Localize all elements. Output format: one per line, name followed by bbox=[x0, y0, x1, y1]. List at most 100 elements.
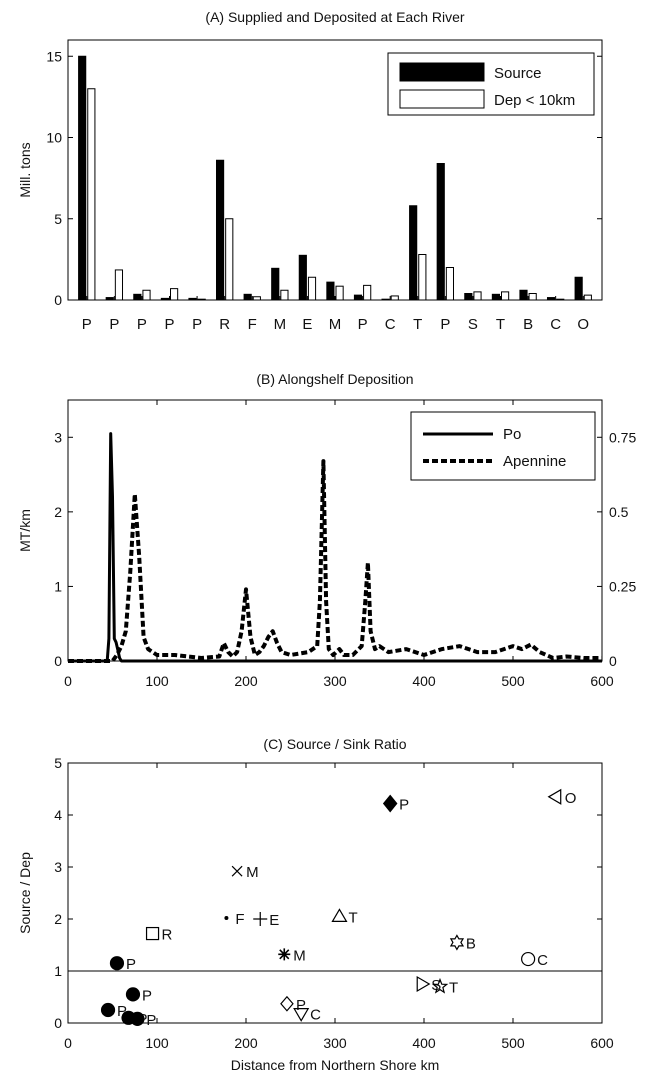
panel-b-ytick-label: 2 bbox=[54, 504, 62, 520]
scatter-point bbox=[224, 915, 229, 920]
scatter-point-label: P bbox=[117, 1003, 127, 1020]
panel-c-frame bbox=[67, 762, 603, 1024]
panel-b-ytick-label: 3 bbox=[54, 429, 62, 445]
bar-dep bbox=[556, 298, 565, 301]
scatter-point bbox=[125, 987, 141, 1002]
panel-c-ytick-label: 5 bbox=[54, 755, 62, 771]
bar-dep bbox=[390, 295, 399, 301]
scatter-point bbox=[100, 1002, 116, 1018]
bar-dep bbox=[252, 296, 261, 301]
panel-b-y2tick-label: 0 bbox=[609, 653, 617, 669]
panel-a-xtick-label: T bbox=[413, 316, 422, 333]
scatter-point bbox=[278, 948, 291, 961]
panel-b-xtick-label: 200 bbox=[234, 673, 258, 689]
panel-a-xtick-label: P bbox=[358, 316, 368, 333]
legend-label-dep: Dep < 10km bbox=[494, 92, 575, 109]
scatter-point-label: P bbox=[142, 987, 152, 1004]
bar-source bbox=[243, 293, 252, 301]
bar-source bbox=[464, 293, 473, 301]
panel-a-xtick-label: P bbox=[137, 316, 147, 333]
bar-source bbox=[491, 293, 500, 301]
bar-source bbox=[436, 163, 445, 301]
bar-source bbox=[546, 297, 556, 301]
panel-c-xtick-label: 0 bbox=[64, 1035, 72, 1051]
scatter-point-label: P bbox=[399, 797, 409, 814]
scatter-point bbox=[130, 1011, 145, 1026]
panel-c-ytick-label: 0 bbox=[54, 1015, 62, 1031]
bar-dep bbox=[142, 289, 151, 301]
panel-b-y2tick-label: 0.25 bbox=[609, 578, 636, 594]
panel-a-xtick-label: B bbox=[523, 316, 533, 333]
bar-source bbox=[574, 276, 583, 301]
bar-dep bbox=[583, 294, 592, 301]
bar-dep bbox=[170, 288, 179, 301]
bar-source bbox=[298, 254, 307, 301]
bar-source bbox=[271, 267, 280, 301]
panel-a-xtick-label: T bbox=[496, 316, 505, 333]
panel-c-ytick-label: 3 bbox=[54, 859, 62, 875]
panel-b-ylabel: MT/km bbox=[17, 509, 33, 552]
scatter-point bbox=[416, 975, 431, 993]
panel-b-xtick-label: 400 bbox=[412, 673, 436, 689]
scatter-point bbox=[449, 934, 465, 951]
scatter-point bbox=[382, 794, 398, 813]
scatter-point-label: F bbox=[235, 911, 244, 928]
panel-c-xtick-label: 600 bbox=[590, 1035, 614, 1051]
panel-a-xtick-label: P bbox=[164, 316, 174, 333]
scatter-point bbox=[231, 865, 243, 877]
bar-source bbox=[78, 55, 87, 301]
panel-c-xtick-label: 400 bbox=[412, 1035, 436, 1051]
panel-a-xtick-label: S bbox=[468, 316, 478, 333]
panel-a-xtick-label: C bbox=[550, 316, 561, 333]
bar-dep bbox=[500, 291, 510, 301]
bar-dep bbox=[197, 298, 206, 301]
scatter-point bbox=[547, 788, 562, 805]
bar-source bbox=[381, 298, 390, 301]
scatter-point-label: S bbox=[431, 977, 441, 994]
panel-a-xtick-label: P bbox=[440, 316, 450, 333]
bar-source bbox=[105, 297, 114, 301]
bar-source bbox=[133, 293, 142, 301]
panel-b-xtick-label: 0 bbox=[64, 673, 72, 689]
bar-dep bbox=[528, 293, 537, 301]
panel-a-xtick-label: P bbox=[109, 316, 119, 333]
panel-a-ytick-label: 15 bbox=[46, 48, 62, 64]
legend-label-source: Source bbox=[494, 65, 542, 82]
bar-source bbox=[353, 294, 363, 301]
bar-source bbox=[188, 297, 197, 301]
panel-c-ytick-label: 4 bbox=[54, 807, 62, 823]
scatter-point-label: R bbox=[162, 927, 173, 944]
scatter-point-label: E bbox=[269, 912, 279, 929]
panel-c-xtick-label: 500 bbox=[501, 1035, 525, 1051]
panel-c-xtick-label: 200 bbox=[234, 1035, 258, 1051]
panel-c-ytick-label: 1 bbox=[54, 963, 62, 979]
panel-a-xtick-label: O bbox=[577, 316, 589, 333]
panel-a-xtick-label: F bbox=[248, 316, 257, 333]
panel-c-ytick-label: 2 bbox=[54, 911, 62, 927]
panel-a-ytick-label: 5 bbox=[54, 211, 62, 227]
legend-swatch-source bbox=[399, 62, 485, 82]
panel-a-xtick-label: R bbox=[219, 316, 230, 333]
series-line-po bbox=[68, 432, 602, 663]
scatter-point-label: T bbox=[348, 909, 357, 926]
panel-b-xtick-label: 600 bbox=[590, 673, 614, 689]
panel-c-title: (C) Source / Sink Ratio bbox=[263, 736, 406, 752]
scatter-point bbox=[280, 995, 294, 1012]
panel-a-xtick-label: C bbox=[385, 316, 396, 333]
panel-b-y2tick-label: 0.75 bbox=[609, 429, 636, 445]
panel-b-xtick-label: 300 bbox=[323, 673, 347, 689]
bar-dep bbox=[445, 267, 455, 301]
scatter-point bbox=[109, 956, 125, 971]
panel-b-y2tick-label: 0.5 bbox=[609, 504, 629, 520]
panel-a-xtick-label: E bbox=[302, 316, 312, 333]
legend-label-po: Po bbox=[503, 426, 521, 443]
scatter-point-label: P bbox=[296, 997, 306, 1014]
scatter-point bbox=[253, 912, 268, 926]
scatter-point bbox=[431, 977, 449, 994]
scatter-point-label: P bbox=[126, 956, 136, 973]
bar-source bbox=[326, 281, 335, 301]
bar-dep bbox=[473, 291, 482, 301]
scatter-point-label: P bbox=[146, 1012, 156, 1029]
scatter-point-label: M bbox=[293, 947, 306, 964]
bar-dep bbox=[418, 254, 427, 301]
